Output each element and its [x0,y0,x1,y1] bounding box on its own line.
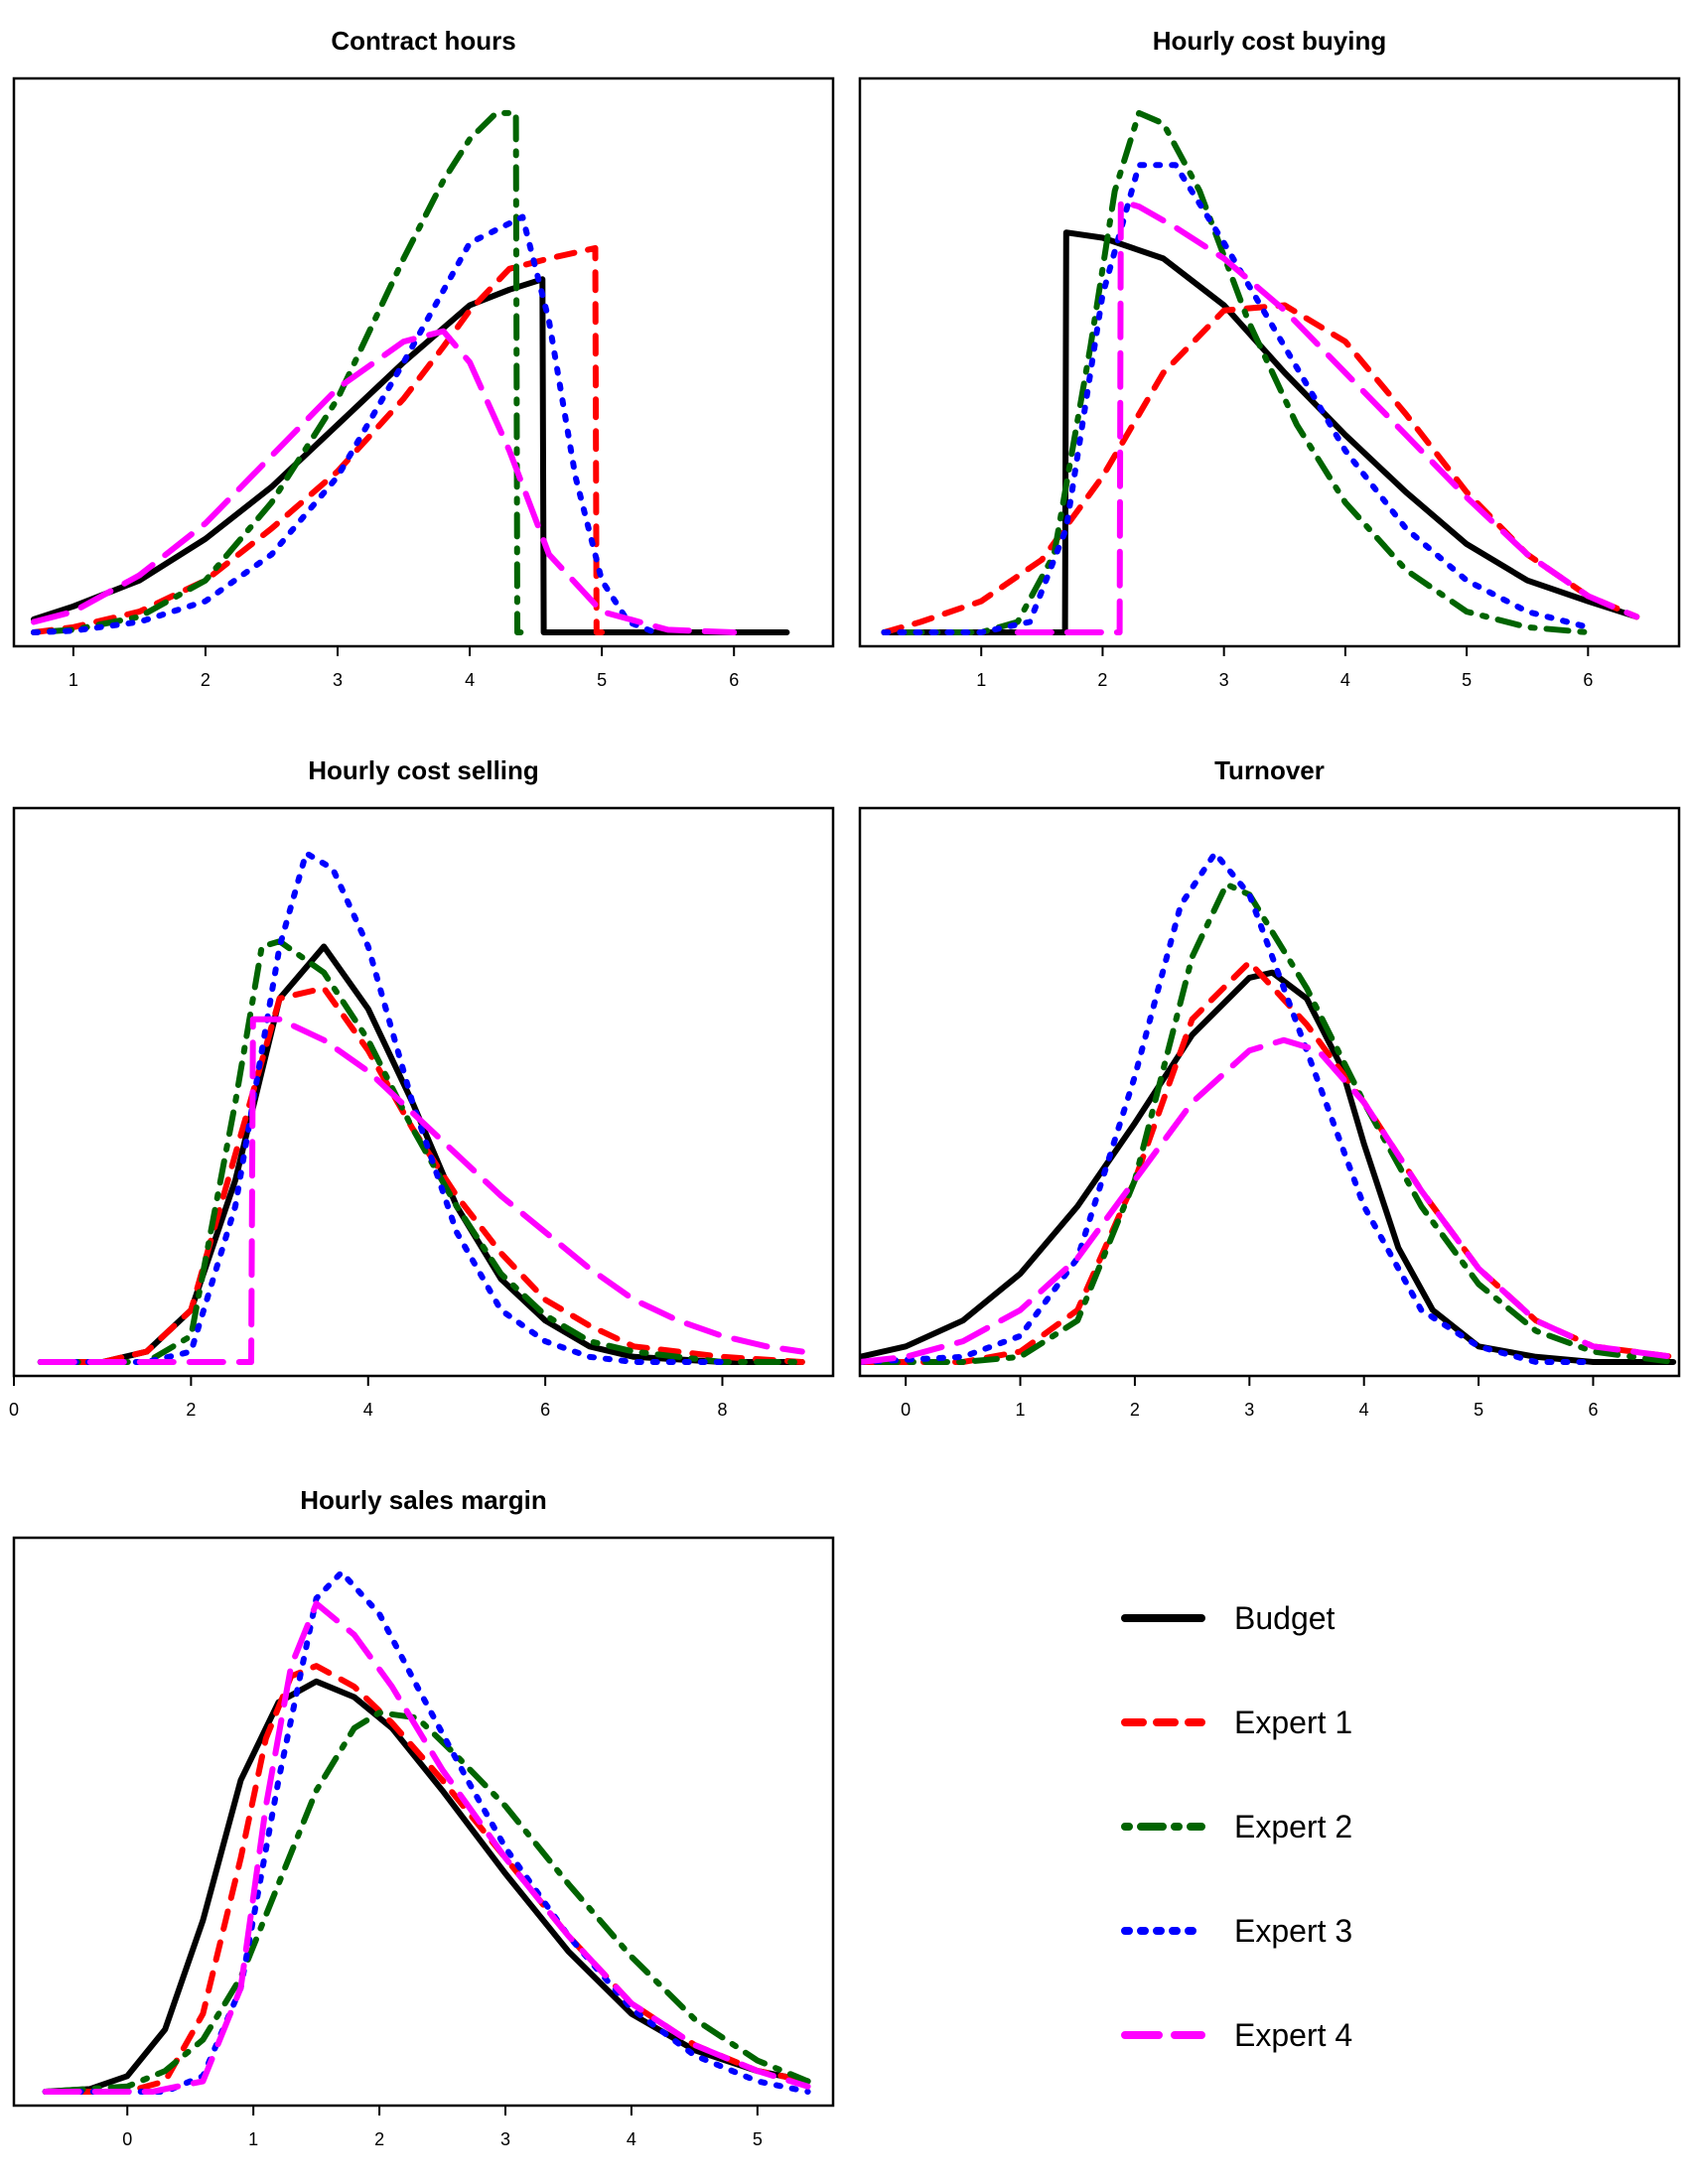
legend-item-expert-3: Expert 3 [1121,1913,1352,1949]
x-tick-label: 5 [597,670,607,690]
panel-title: Contract hours [331,26,515,56]
legend-label: Expert 2 [1234,1809,1352,1844]
panels: Contract hours 1 2 3 4 5 6 Hourly cost buying 1 2… [9,26,1681,2149]
x-tick-label: 2 [1097,670,1107,690]
x-tick-label: 4 [627,2129,636,2149]
legend-label: Expert 1 [1234,1705,1352,1740]
x-tick-label: 6 [1583,670,1593,690]
series-line-expert-1 [37,985,805,1365]
panel-title: Hourly cost buying [1153,26,1386,56]
series-line-expert-4 [42,1600,811,2095]
panel-title: Turnover [1214,755,1325,785]
x-tick-label: 1 [248,2129,258,2149]
series-line-expert-2 [37,938,805,1365]
x-tick-label: 4 [1359,1400,1369,1420]
x-tick-label: 5 [1462,670,1472,690]
plot-frame [12,806,835,1378]
series-line-expert-4 [37,1016,805,1365]
series-line-expert-3 [881,162,1592,635]
series-line-expert-3 [37,850,726,1365]
series-group [42,1569,811,2095]
series-group [31,109,790,635]
series-line-expert-1 [31,244,606,635]
plot-frame [858,806,1681,1378]
legend-item-budget: Budget [1121,1600,1336,1636]
panel-title: Hourly cost selling [308,755,539,785]
panel-contract-hours: Contract hours 1 2 3 4 5 6 [12,26,835,690]
panel-title: Hourly sales margin [300,1485,547,1515]
x-tick-label: 6 [729,670,739,690]
x-tick-label: 3 [1244,1400,1254,1420]
series-line-expert-3 [860,850,1597,1365]
x-tick-label: 6 [1588,1400,1598,1420]
x-tick-label: 2 [201,670,211,690]
x-tick-label: 1 [1016,1400,1026,1420]
legend-label: Expert 3 [1234,1913,1352,1949]
x-tick-label: 0 [901,1400,911,1420]
series-group [860,850,1677,1365]
plot-frame [12,76,835,648]
panel-turnover: Turnover 0 1 2 3 4 5 6 [858,755,1681,1420]
legend: Budget Expert 1 Expert 2 Expert 3 Expert 4 [1121,1600,1352,2053]
series-line-expert-4 [1014,198,1640,635]
x-tick-label: 6 [540,1400,550,1420]
legend-label: Expert 4 [1234,2017,1352,2053]
legend-label: Budget [1234,1600,1336,1636]
x-tick-label: 3 [500,2129,510,2149]
panel-hourly-cost-selling: Hourly cost selling 0 2 4 6 8 [9,755,835,1420]
series-line-budget [31,276,790,635]
x-tick-label: 8 [718,1400,728,1420]
x-tick-label: 3 [333,670,343,690]
x-tick-label: 5 [753,2129,763,2149]
series-group [37,850,805,1365]
x-tick-label: 2 [186,1400,196,1420]
x-tick-label: 1 [976,670,986,690]
series-group [881,109,1640,635]
x-tick-label: 1 [69,670,78,690]
series-line-expert-1 [860,959,1677,1365]
x-tick-label: 0 [122,2129,132,2149]
x-tick-label: 4 [465,670,475,690]
x-tick-label: 4 [1340,670,1350,690]
plot-frame [12,1536,835,2108]
x-tick-label: 2 [1130,1400,1140,1420]
legend-item-expert-2: Expert 2 [1121,1809,1352,1844]
series-line-expert-3 [31,213,658,635]
series-line-expert-2 [42,1709,811,2095]
series-line-expert-1 [881,302,1640,635]
series-line-expert-2 [31,109,526,635]
series-line-expert-4 [860,1036,1677,1365]
legend-item-expert-1: Expert 1 [1121,1705,1352,1740]
x-tick-label: 4 [363,1400,373,1420]
x-tick-label: 5 [1474,1400,1483,1420]
legend-item-expert-4: Expert 4 [1121,2017,1352,2053]
series-line-expert-2 [881,109,1592,635]
x-tick-label: 2 [374,2129,384,2149]
x-tick-label: 0 [9,1400,19,1420]
x-tick-label: 3 [1219,670,1229,690]
series-line-expert-4 [31,328,738,635]
panel-hourly-sales-margin: Hourly sales margin 0 1 2 3 4 5 [12,1485,835,2149]
plot-frame [858,76,1681,648]
panel-hourly-cost-buying: Hourly cost buying 1 2 3 4 5 6 [858,26,1681,690]
